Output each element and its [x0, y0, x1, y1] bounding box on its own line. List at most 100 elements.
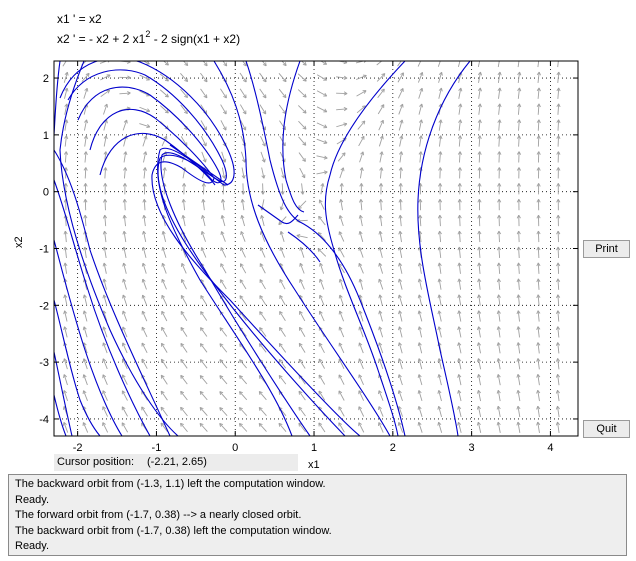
field-arrow — [437, 421, 443, 433]
field-arrow — [160, 422, 168, 433]
field-arrow — [142, 199, 147, 211]
x-tick-label: -1 — [152, 442, 162, 454]
field-arrow — [278, 343, 287, 353]
phase-plane-plot[interactable]: -2 -1 0 1 2 3 4 2 1 0 -1 -2 -3 -4 — [0, 0, 636, 474]
field-arrow — [220, 231, 226, 242]
field-arrow — [220, 104, 227, 115]
field-arrow — [240, 215, 246, 227]
field-arrow — [536, 119, 541, 131]
field-arrow — [297, 89, 307, 98]
field-arrow — [160, 390, 168, 401]
field-arrow — [278, 422, 287, 432]
field-arrow — [122, 294, 128, 306]
field-arrow — [122, 199, 127, 211]
orbit-curve — [99, 132, 216, 186]
field-arrow — [516, 151, 522, 163]
field-arrow — [182, 183, 187, 195]
field-arrow — [161, 342, 168, 353]
field-arrow — [437, 310, 442, 322]
field-arrow — [496, 262, 502, 274]
field-arrow — [62, 421, 69, 433]
field-arrow — [438, 151, 443, 163]
field-arrow — [142, 214, 147, 227]
field-arrow — [160, 406, 168, 417]
message-log[interactable]: The backward orbit from (-1.3, 1.1) left… — [8, 474, 627, 556]
field-arrow — [516, 374, 521, 386]
field-arrow — [536, 71, 541, 83]
axis-ticks: -2 -1 0 1 2 3 4 2 1 0 -1 -2 -3 -4 — [39, 61, 578, 454]
field-arrow — [102, 326, 108, 338]
field-arrow — [378, 119, 384, 131]
field-arrow — [239, 295, 247, 306]
field-arrow — [358, 230, 364, 242]
field-arrow — [398, 310, 403, 322]
field-arrow — [103, 167, 108, 179]
field-arrow — [121, 406, 128, 417]
field-arrow — [516, 405, 521, 418]
field-arrow — [338, 390, 345, 401]
field-arrow — [356, 74, 367, 80]
field-arrow — [438, 71, 443, 83]
quit-button[interactable]: Quit — [583, 420, 630, 438]
field-arrow — [517, 103, 522, 115]
print-button[interactable]: Print — [583, 240, 630, 258]
field-arrow — [119, 91, 131, 96]
field-arrow — [536, 199, 541, 211]
field-arrow — [122, 278, 127, 290]
field-arrow — [180, 311, 188, 322]
field-arrow — [63, 294, 68, 306]
field-arrow — [536, 342, 541, 354]
field-arrow — [161, 135, 168, 147]
field-arrow — [142, 167, 147, 179]
field-arrow — [339, 199, 344, 211]
field-arrow — [318, 358, 326, 369]
y-tick-label: -1 — [39, 244, 49, 256]
field-arrow — [102, 342, 108, 354]
field-arrow — [279, 311, 286, 322]
field-arrow — [296, 233, 308, 239]
field-arrow — [102, 278, 107, 290]
field-arrow — [377, 88, 385, 99]
field-arrow — [496, 230, 502, 243]
field-arrow — [320, 61, 328, 65]
field-arrow — [357, 120, 366, 130]
field-arrow — [199, 343, 208, 353]
field-arrow — [556, 119, 561, 131]
field-arrow — [516, 135, 522, 147]
field-arrow — [318, 294, 325, 306]
field-arrow — [438, 167, 443, 179]
field-arrow — [359, 151, 365, 163]
field-arrow — [338, 215, 344, 227]
field-arrow — [457, 151, 463, 163]
orbit-curve — [287, 231, 321, 263]
field-arrow — [239, 72, 247, 83]
field-arrow — [83, 199, 88, 211]
field-arrow — [181, 214, 186, 227]
field-arrow — [536, 87, 541, 99]
field-arrow — [336, 61, 348, 65]
field-arrow — [103, 103, 109, 115]
field-arrow — [417, 406, 423, 417]
field-arrow — [199, 359, 208, 369]
x-tick-label: 4 — [547, 442, 553, 454]
field-arrow — [338, 294, 344, 306]
field-arrow — [556, 246, 561, 258]
field-arrow — [240, 247, 246, 258]
field-arrow — [297, 73, 307, 82]
cursor-position-readout: Cursor position: (-2.21, 2.65) — [54, 454, 298, 471]
field-arrow — [397, 61, 402, 67]
field-arrow — [477, 230, 482, 243]
field-arrow — [358, 310, 364, 322]
field-arrow — [82, 422, 89, 433]
x-tick-label: 1 — [311, 442, 317, 454]
field-arrow — [536, 135, 541, 147]
field-arrow — [516, 358, 521, 370]
field-arrow — [358, 278, 364, 290]
field-arrow — [398, 230, 403, 243]
field-arrow — [477, 246, 482, 258]
field-arrow — [298, 342, 306, 353]
field-arrow — [496, 358, 501, 370]
field-arrow — [222, 61, 228, 67]
field-arrow — [83, 119, 89, 131]
field-arrow — [477, 326, 482, 338]
